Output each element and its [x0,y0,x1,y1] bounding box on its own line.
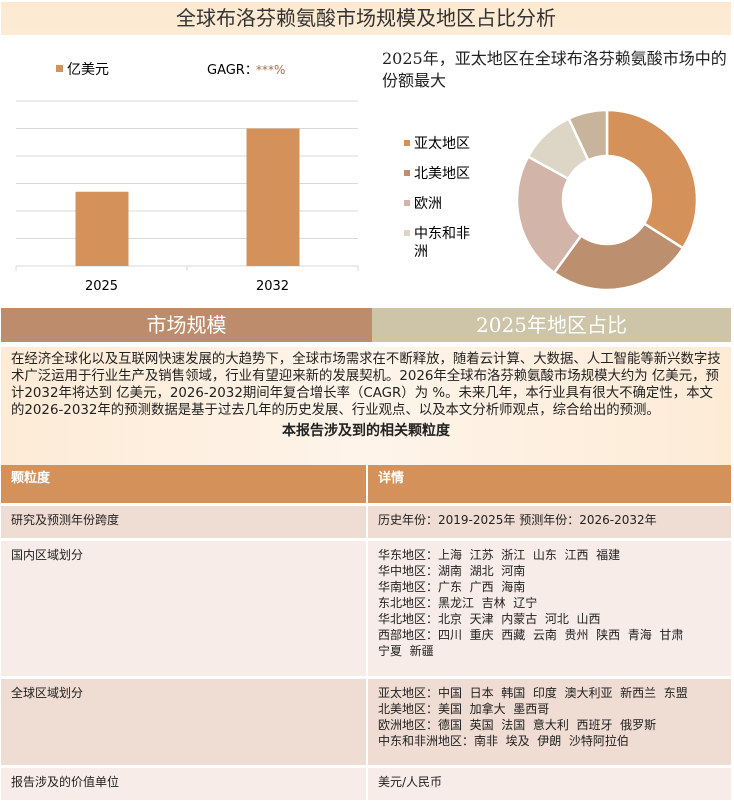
table-header-row: 颗粒度 详情 [1,465,731,506]
row-details: 历史年份：2019-2025年 预测年份：2026-2032年 [366,504,731,541]
detail-line: 宁夏 新疆 [378,644,434,658]
table-row: 报告涉及的价值单位 美元/人民币 [1,766,731,803]
cagr-value: ***% [256,63,285,77]
row-details: 美元/人民币 [366,766,731,803]
legend-swatch [404,170,410,176]
table-row: 研究及预测年份跨度 历史年份：2019-2025年 预测年份：2026-2032年 [1,504,731,541]
detail-line: 北美地区：美国 加拿大 墨西哥 [378,702,550,716]
legend-label: 欧洲 [414,196,442,212]
row-label: 报告涉及的价值单位 [1,766,367,803]
detail-line: 东北地区：黑龙江 吉林 辽宁 [378,596,538,610]
detail-line: 华中地区：湖南 湖北 河南 [378,564,526,578]
row-label: 国内区域划分 [1,539,367,679]
header-granularity: 颗粒度 [1,465,367,506]
intro-section: 在经济全球化以及互联网快速发展的大趋势下，全球市场需求在不断释放，随着云计算、大… [1,347,731,465]
row-label: 全球区域划分 [1,677,367,768]
x-tick-label: 2032 [256,279,289,294]
header-details: 详情 [366,465,731,506]
granularity-heading: 本报告涉及到的相关颗粒度 [282,423,450,439]
detail-line: 华南地区：广东 广西 海南 [378,580,526,594]
legend-label: 中东和非洲 [414,226,470,260]
legend-swatch [404,140,410,146]
legend-label-part: 洲 [414,244,428,260]
pie-title: 2025年，亚太地区在全球布洛芬赖氨酸市场中的份额最大 [382,49,727,90]
legend-swatch [404,230,410,236]
bar-2025 [75,191,129,266]
legend-swatch [404,200,410,206]
table-row: 全球区域划分 亚太地区：中国 日本 韩国 印度 澳大利亚 新西兰 东盟 北美地区：美… [1,677,731,768]
cagr-label: GAGR： [207,63,258,78]
bar-2032 [246,128,300,266]
detail-line: 西部地区：四川 重庆 西藏 云南 贵州 陕西 青海 甘肃 [378,628,684,642]
row-label: 研究及预测年份跨度 [1,504,367,541]
legend-label: 北美地区 [414,166,470,182]
tab-region-share[interactable]: 2025年地区占比 [372,308,731,342]
intro-text: 在经济全球化以及互联网快速发展的大趋势下，全球市场需求在不断释放，随着云计算、大… [11,352,721,418]
legend-label-part: 中东和非 [414,226,470,242]
legend-swatch [56,65,63,72]
detail-line: 历史年份：2019-2025年 预测年份：2026-2032年 [378,513,657,527]
bar-chart: 2025 2032 亿美元 GAGR：***% [15,62,359,294]
x-tick-label: 2025 [85,279,118,294]
page-title: 全球布洛芬赖氨酸市场规模及地区占比分析 [1,2,731,35]
tab-market-size[interactable]: 市场规模 [1,308,372,342]
detail-line: 亚太地区：中国 日本 韩国 印度 澳大利亚 新西兰 东盟 [378,686,688,700]
detail-line: 美元/人民币 [378,775,443,789]
detail-line: 华东地区：上海 江苏 浙江 山东 江西 福建 [378,548,621,562]
legend-label: 亚太地区 [414,136,470,152]
pie-slice-欧洲 [515,154,583,275]
row-details: 亚太地区：中国 日本 韩国 印度 澳大利亚 新西兰 东盟 北美地区：美国 加拿大 … [366,677,731,768]
granularity-table: 颗粒度 详情 研究及预测年份跨度 历史年份：2019-2025年 预测年份：202… [1,465,731,803]
detail-line: 中东和非洲地区：南非 埃及 伊朗 沙特阿拉伯 [378,734,629,748]
pie-slice-other [567,108,609,162]
pie-slice-北美地区 [552,221,685,292]
row-details: 华东地区：上海 江苏 浙江 山东 江西 福建 华中地区：湖南 湖北 河南 华南地区：… [366,539,731,679]
detail-line: 华北地区：北京 天津 内蒙古 河北 山西 [378,612,601,626]
detail-line: 欧洲地区：德国 英国 法国 意大利 西班牙 俄罗斯 [378,718,657,732]
table-row: 国内区域划分 华东地区：上海 江苏 浙江 山东 江西 福建 华中地区：湖南 湖北 河… [1,539,731,679]
pie-slice-亚太地区 [605,108,699,250]
legend-label: 亿美元 [67,62,109,78]
